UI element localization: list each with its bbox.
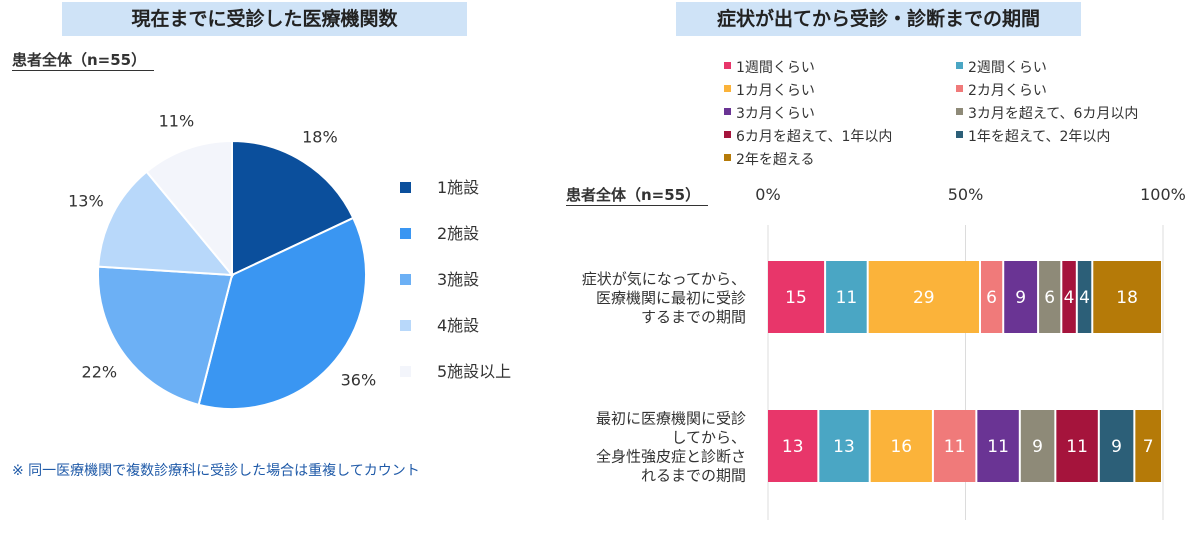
bar-legend-label: 2週間くらい	[968, 60, 1047, 76]
bar-legend-label: 6カ月を超えて、1年以内	[736, 129, 892, 145]
pie-legend-label: 1施設	[437, 178, 479, 197]
bar-value-label: 15	[785, 288, 807, 308]
bar-x-tick-label: 50%	[948, 185, 984, 204]
bar-value-label: 13	[833, 437, 855, 457]
bar-segment	[868, 261, 979, 333]
pie-legend-swatch	[400, 274, 411, 285]
bar-category-label: してから、	[671, 429, 746, 447]
bar-value-label: 16	[890, 437, 912, 457]
bar-segment	[819, 410, 869, 482]
bar-segment	[933, 410, 976, 482]
bar-legend-swatch	[724, 62, 731, 69]
bar-segment	[1039, 261, 1061, 333]
pie-legend-swatch	[400, 320, 411, 331]
bar-category-label: 医療機関に最初に受診	[596, 289, 746, 307]
bar-legend-label: 3カ月くらい	[736, 106, 815, 122]
bar-segment	[980, 261, 1003, 333]
bar-segment	[1062, 261, 1076, 333]
bar-value-label: 9	[1032, 437, 1043, 457]
bar-x-tick-label: 100%	[1140, 185, 1186, 204]
bar-segment	[1135, 410, 1161, 482]
bar-value-label: 7	[1143, 437, 1154, 457]
pie-chart-title: 現在までに受診した医療機関数	[62, 2, 467, 36]
bar-value-label: 11	[987, 437, 1009, 457]
bar-legend-label: 2カ月くらい	[968, 83, 1047, 99]
bar-legend-label: 2年を超える	[736, 152, 815, 168]
bar-segment	[768, 410, 818, 482]
pie-legend-swatch	[400, 182, 411, 193]
bar-category-label: れるまでの期間	[641, 467, 746, 485]
bar-segment	[870, 410, 932, 482]
pie-legend-label: 4施設	[437, 316, 479, 335]
bar-legend-swatch	[724, 85, 731, 92]
bar-value-label: 18	[1116, 288, 1138, 308]
bar-segment	[826, 261, 867, 333]
bar-chart-title: 症状が出てから受診・診断までの期間	[676, 2, 1081, 36]
bar-value-label: 11	[836, 288, 858, 308]
bar-value-label: 6	[1044, 288, 1055, 308]
pie-slice-3	[96, 265, 234, 407]
bar-legend-swatch	[956, 108, 963, 115]
pie-legend-label: 2施設	[437, 224, 479, 243]
bar-value-label: 9	[1015, 288, 1026, 308]
pie-slice-label: 11%	[159, 112, 195, 131]
pie-slice-label: 13%	[68, 192, 104, 211]
bar-legend-swatch	[724, 108, 731, 115]
pie-legend-swatch	[400, 228, 411, 239]
pie-legend-swatch	[400, 366, 411, 377]
bar-category-label: 症状が気になってから、	[582, 270, 746, 288]
pie-slice-4	[97, 170, 235, 277]
bar-segment	[1093, 261, 1161, 333]
bar-segment	[1056, 410, 1098, 482]
bar-legend-label: 1年を超えて、2年以内	[968, 129, 1110, 145]
bar-legend-swatch	[724, 154, 731, 161]
pie-slice-label: 22%	[82, 362, 118, 381]
bar-value-label: 13	[782, 437, 804, 457]
bar-category-label: するまでの期間	[641, 308, 746, 326]
pie-slice-1	[231, 139, 355, 277]
pie-slice-2	[197, 216, 367, 410]
bar-value-label: 6	[986, 288, 997, 308]
bar-segment	[1020, 410, 1055, 482]
bar-category-label: 全身性強皮症と診断さ	[596, 448, 746, 466]
bar-segment	[1099, 410, 1134, 482]
bar-x-tick-label: 0%	[755, 185, 780, 204]
bar-segment	[768, 261, 825, 333]
pie-chart-subtitle: 患者全体（n=55）	[12, 50, 155, 71]
pie-legend-label: 3施設	[437, 270, 479, 289]
bar-value-label: 4	[1079, 288, 1090, 308]
bar-legend-swatch	[956, 62, 963, 69]
bar-legend-label: 1週間くらい	[736, 60, 815, 76]
pie-slice-label: 36%	[341, 371, 377, 390]
bar-legend-swatch	[956, 85, 963, 92]
pie-legend-label: 5施設以上	[437, 362, 511, 381]
pie-slice-label: 18%	[302, 128, 338, 147]
bar-chart-subtitle: 患者全体（n=55）	[566, 185, 709, 206]
pie-slice-5	[145, 139, 233, 278]
bar-legend-swatch	[724, 131, 731, 138]
bar-value-label: 9	[1111, 437, 1122, 457]
bar-value-label: 11	[944, 437, 966, 457]
bar-legend-label: 3カ月を超えて、6カ月以内	[968, 106, 1138, 122]
bar-category-label: 最初に医療機関に受診	[596, 410, 746, 428]
pie-footnote: ※ 同一医療機関で複数診療科に受診した場合は重複してカウント	[12, 463, 420, 479]
bar-legend-label: 1カ月くらい	[736, 83, 815, 99]
bar-segment	[977, 410, 1019, 482]
bar-value-label: 29	[913, 288, 935, 308]
bar-segment	[1077, 261, 1092, 333]
bar-legend-swatch	[956, 131, 963, 138]
bar-value-label: 11	[1066, 437, 1088, 457]
bar-value-label: 4	[1064, 288, 1075, 308]
bar-segment	[1004, 261, 1038, 333]
